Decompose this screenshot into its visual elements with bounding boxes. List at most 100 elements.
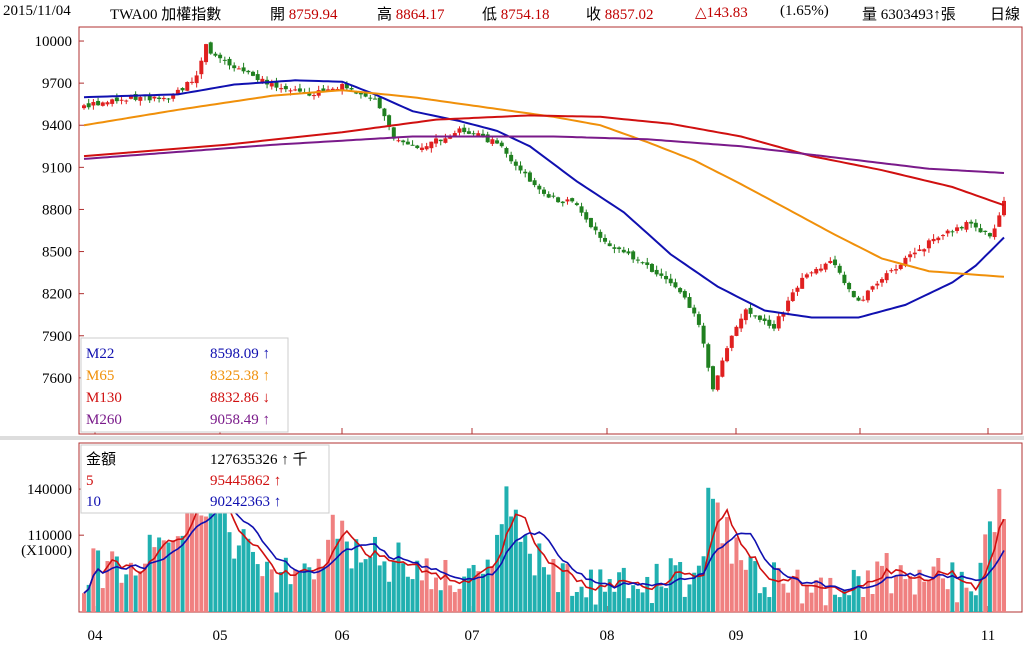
candle-body xyxy=(344,83,349,89)
price-axis-label: 9400 xyxy=(42,118,72,134)
volume-bar xyxy=(260,576,265,612)
legend-label: M22 xyxy=(86,346,114,362)
volume-axis-label: 140000 xyxy=(27,482,72,498)
volume-bar xyxy=(227,532,232,612)
volume-bar xyxy=(208,504,213,612)
volume-bar xyxy=(894,575,899,612)
candle-body xyxy=(715,375,720,390)
price-legend: M22 8598.09 ↑ M65 8325.38 ↑ M130 8832.86 ↓ M26… xyxy=(80,337,289,433)
volume-bar xyxy=(706,487,711,612)
volume-bar xyxy=(950,562,955,612)
candle-body xyxy=(91,102,96,106)
volume-bar xyxy=(922,581,927,612)
candle-body xyxy=(795,287,800,292)
candle-body xyxy=(720,360,725,377)
candle-body xyxy=(635,259,640,261)
volume-bar xyxy=(344,541,349,612)
volume-legend-label: 5 xyxy=(86,473,94,489)
volume-bar xyxy=(527,553,532,612)
volume-bar xyxy=(715,502,720,612)
volume-bar xyxy=(551,559,556,612)
volume-bar xyxy=(574,592,579,612)
volume-bar xyxy=(687,584,692,612)
volume-bar xyxy=(654,563,659,612)
price-axis-label: 8200 xyxy=(42,287,72,303)
candle-body xyxy=(86,103,91,108)
volume-bar xyxy=(809,592,814,612)
candle-body xyxy=(340,84,345,90)
volume-bar xyxy=(147,534,152,612)
volume-bar xyxy=(833,594,838,612)
volume-bar xyxy=(480,573,485,612)
candle-body xyxy=(429,141,434,149)
price-legend-box xyxy=(80,337,289,433)
x-axis-label: 04 xyxy=(88,628,104,644)
volume-bar xyxy=(246,538,251,612)
volume-bar xyxy=(978,562,983,612)
volume-bar xyxy=(387,581,392,612)
volume-bar xyxy=(222,510,227,612)
volume-bar xyxy=(725,517,730,612)
volume-bar xyxy=(640,592,645,612)
candle-body xyxy=(222,59,227,61)
x-axis-label: 09 xyxy=(729,628,744,644)
volume-bar xyxy=(91,548,96,612)
candle-body xyxy=(640,262,645,264)
volume-bar xyxy=(419,580,424,612)
volume-bar xyxy=(593,604,598,612)
volume-bar xyxy=(100,588,105,612)
candle-body xyxy=(879,279,884,283)
volume-bar xyxy=(171,540,176,612)
volume-bar xyxy=(166,542,171,612)
volume-bar xyxy=(696,565,701,612)
candle-body xyxy=(804,274,809,278)
volume-bar xyxy=(762,587,767,612)
volume-bar xyxy=(790,576,795,612)
volume-bar xyxy=(302,563,307,612)
candle-body xyxy=(725,348,730,362)
x-axis-label: 10 xyxy=(853,628,868,644)
candle-body xyxy=(330,88,335,91)
candle-body xyxy=(753,315,758,317)
ma-line-m22 xyxy=(83,79,1005,319)
candle-body xyxy=(588,217,593,228)
candle-body xyxy=(851,291,856,298)
volume-label: 量 xyxy=(862,7,878,23)
volume-bar xyxy=(912,594,917,612)
volume-bar xyxy=(729,563,734,612)
volume-bar xyxy=(579,586,584,612)
volume-bar xyxy=(903,579,908,612)
change-value: △143.83 xyxy=(695,5,748,21)
volume-bar xyxy=(734,537,739,612)
candle-body xyxy=(978,228,983,233)
volume-bar xyxy=(570,595,575,612)
candle-body xyxy=(480,133,485,136)
candle-body xyxy=(82,105,86,109)
volume-bar xyxy=(82,593,86,612)
volume-bar xyxy=(189,494,194,612)
ma-line-m130 xyxy=(83,114,1005,207)
period-label: 日線 xyxy=(990,7,1021,23)
candle-body xyxy=(870,286,875,290)
candle-body xyxy=(734,326,739,336)
candle-body xyxy=(208,42,213,54)
volume-bar xyxy=(466,568,471,612)
candle-body xyxy=(682,291,687,298)
volume-axis-label: 110000 xyxy=(28,528,72,544)
candle-body xyxy=(772,324,776,329)
volume-bar xyxy=(180,535,185,612)
candle-body xyxy=(527,172,532,182)
volume-bar xyxy=(631,585,636,612)
candle-body xyxy=(659,273,664,276)
quote-date: 2015/11/04 xyxy=(3,3,71,19)
candle-body xyxy=(194,75,199,84)
volume-bar xyxy=(401,563,406,612)
volume-bar xyxy=(330,514,335,612)
candle-body xyxy=(781,312,786,317)
candle-body xyxy=(499,142,504,147)
candle-body xyxy=(818,268,823,271)
volume-bar xyxy=(936,557,941,612)
candle-body xyxy=(912,252,917,255)
candle-body xyxy=(884,273,889,281)
